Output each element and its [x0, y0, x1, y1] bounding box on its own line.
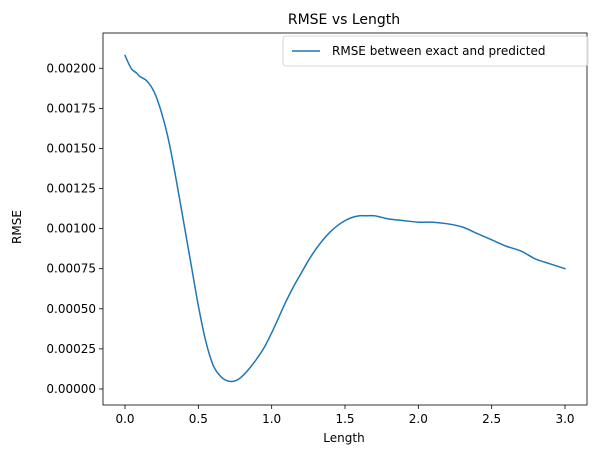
legend-label: RMSE between exact and predicted	[332, 44, 545, 58]
x-tick-label: 1.5	[335, 412, 354, 426]
y-tick-label: 0.00200	[46, 61, 96, 75]
y-tick-label: 0.00075	[46, 262, 96, 276]
legend-box	[282, 35, 589, 67]
x-tick-label: 0.5	[189, 412, 208, 426]
y-axis: 0.00000 0.00025 0.00050 0.00075 0.00100 0.001…	[46, 61, 103, 396]
y-tick-label: 0.00175	[46, 101, 96, 115]
y-tick-label: 0.00025	[46, 342, 96, 356]
x-axis: 0.0 0.5 1.0 1.5 2.0 2.5 3.0	[115, 405, 575, 426]
y-tick-label: 0.00125	[46, 182, 96, 196]
plot-area	[124, 54, 566, 383]
plot-frame	[102, 32, 588, 406]
x-tick-label: 2.0	[409, 412, 428, 426]
y-tick-label: 0.00150	[46, 141, 96, 155]
legend: RMSE between exact and predicted	[282, 35, 589, 67]
y-tick-label: 0.00100	[46, 222, 96, 236]
x-tick-label: 3.0	[555, 412, 574, 426]
chart-title: RMSE vs Length	[288, 12, 400, 28]
x-tick-label: 1.0	[262, 412, 281, 426]
series-line-rmse	[124, 54, 566, 383]
y-tick-label: 0.00000	[46, 382, 96, 396]
y-axis-label: RMSE	[10, 210, 24, 244]
x-axis-label: Length	[323, 431, 364, 445]
x-tick-label: 0.0	[115, 412, 134, 426]
x-tick-label: 2.5	[482, 412, 501, 426]
y-tick-label: 0.00050	[46, 302, 96, 316]
